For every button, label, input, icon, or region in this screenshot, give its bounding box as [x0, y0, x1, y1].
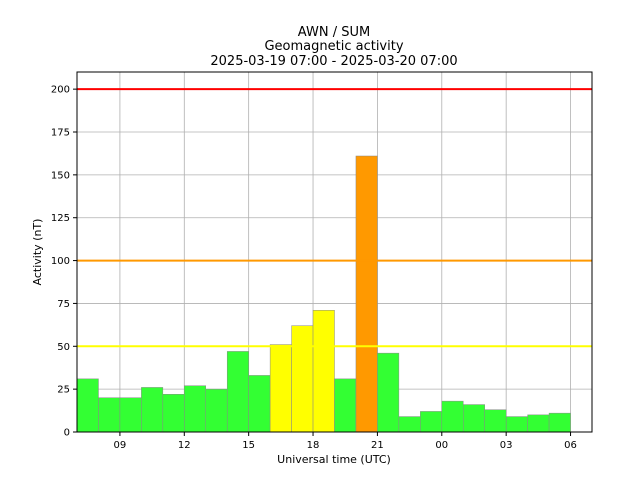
bar-hour-8: [98, 397, 121, 433]
bars: [76, 155, 571, 433]
bar-hour-4: [527, 414, 550, 433]
x-tick-label-09: 09: [114, 440, 127, 451]
x-tick-label-12: 12: [178, 440, 191, 451]
bar-hour-14: [226, 351, 249, 433]
bar-hour-16: [269, 344, 292, 433]
bar-hour-18: [312, 310, 335, 433]
bar-hour-22: [398, 416, 421, 433]
bar-hour-1: [463, 404, 485, 433]
x-tick-label-03: 03: [500, 440, 513, 451]
bar-hour-19: [334, 378, 357, 433]
y-tick-label-150: 150: [51, 170, 70, 181]
bar-hour-21: [377, 352, 400, 433]
plot-frame: [76, 71, 593, 433]
bar-hour-10: [141, 387, 164, 433]
x-tick-label-18: 18: [307, 440, 320, 451]
bar-hour-20: [355, 155, 378, 433]
bar-hour-3: [505, 416, 528, 433]
x-tick-label-21: 21: [371, 440, 384, 451]
x-tick-label-06: 06: [564, 440, 577, 451]
bar-hour-23: [420, 411, 443, 433]
y-tick-label-125: 125: [51, 213, 70, 224]
bar-hour-5: [548, 412, 571, 433]
y-axis-label: Activity (nT): [31, 219, 44, 286]
x-axis-label: Universal time (UTC): [277, 453, 391, 466]
bar-hour-17: [291, 325, 314, 433]
bar-hour-11: [162, 394, 185, 433]
y-tick-label-25: 25: [57, 385, 70, 396]
threshold-lines: [77, 88, 592, 348]
bar-hour-7: [76, 378, 99, 433]
bar-hour-9: [119, 397, 142, 433]
y-tick-label-175: 175: [51, 128, 70, 139]
axis-ticks: 0 25 50 75 100 125 150 175 200 09 12 15 18 21 00 03 06: [51, 85, 577, 451]
x-tick-label-15: 15: [242, 440, 255, 451]
chart-title-line-1: AWN / SUM: [298, 25, 370, 40]
bar-hour-15: [248, 375, 271, 433]
x-tick-label-00: 00: [435, 440, 448, 451]
y-tick-label-200: 200: [51, 85, 70, 96]
chart-title-line-3: 2025-03-19 07:00 - 2025-03-20 07:00: [210, 54, 457, 69]
bar-hour-0: [441, 400, 464, 433]
y-tick-label-100: 100: [51, 256, 70, 267]
bar-hour-12: [184, 385, 207, 433]
chart-title-line-2: Geomagnetic activity: [264, 39, 403, 54]
y-tick-label-50: 50: [57, 342, 70, 353]
y-tick-label-0: 0: [64, 428, 70, 439]
y-tick-label-75: 75: [57, 299, 70, 310]
bar-hour-13: [205, 388, 228, 433]
bar-hour-2: [484, 409, 507, 433]
